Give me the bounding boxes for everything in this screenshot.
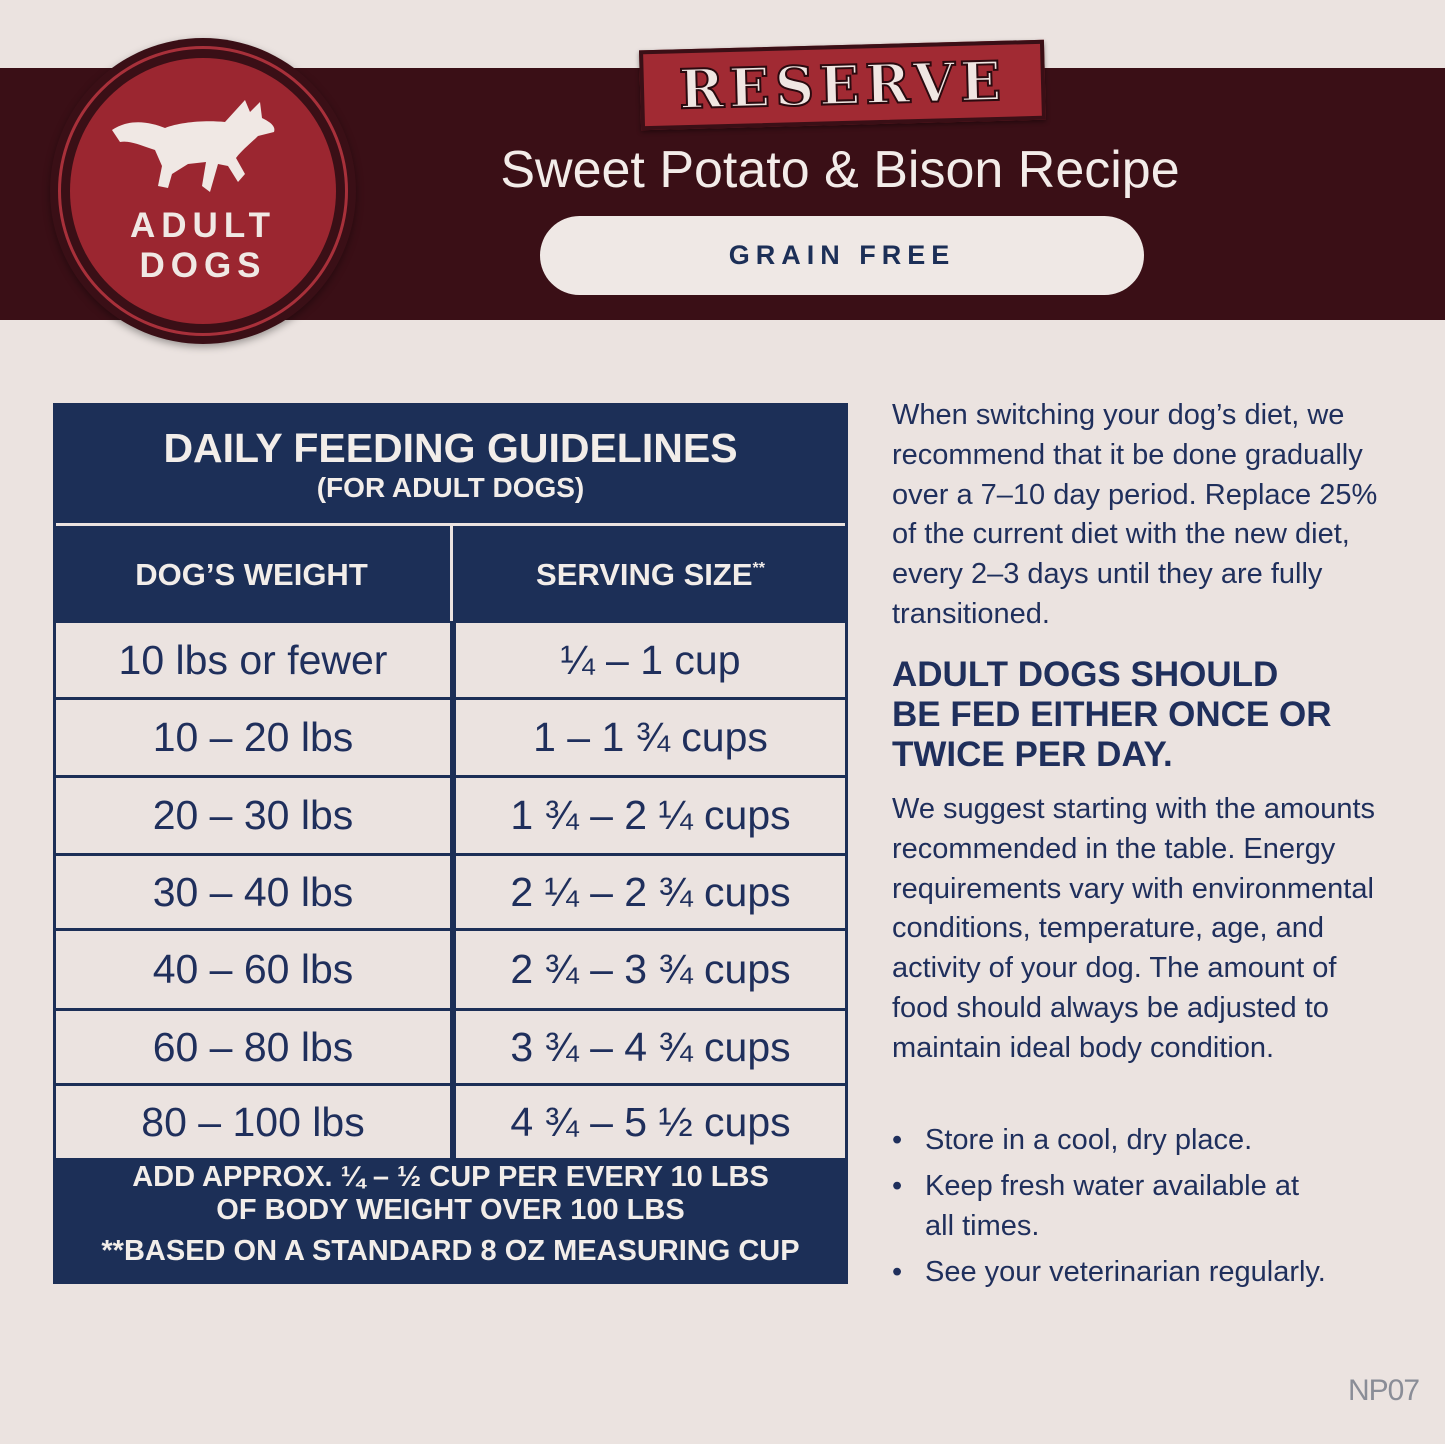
feeding-table: DAILY FEEDING GUIDELINES (FOR ADULT DOGS… [53,403,848,1284]
table-row: 40 – 60 lbs 2 ¾ – 3 ¾ cups [56,931,845,1008]
product-code: NP07 [1347,1374,1420,1407]
col-header-serving-label: SERVING SIZE [536,557,753,592]
header-divider [56,523,845,526]
badge-line2: DOGS [139,246,267,285]
footnote-mark: ** [752,560,765,577]
bullet-text: Store in a cool, dry place. [925,1124,1253,1156]
grain-free-pill: GRAIN FREE [540,216,1144,295]
table-row: 10 – 20 lbs 1 – 1 ¾ cups [56,700,845,775]
col-divider [450,526,453,621]
badge-line1: ADULT [130,206,276,245]
table-row: 80 – 100 lbs 4 ¾ – 5 ½ cups [56,1086,845,1158]
weight-cell: 60 – 80 lbs [56,1011,450,1083]
badge-inner [70,58,336,324]
weight-cell: 10 lbs or fewer [56,623,450,697]
weight-cell: 80 – 100 lbs [56,1086,450,1158]
adult-dogs-badge: ADULT DOGS [50,38,356,344]
bullet-text: See your veterinarian regularly. [925,1256,1326,1288]
table-row: 30 – 40 lbs 2 ¼ – 2 ¾ cups [56,856,845,928]
serving-cell: 4 ¾ – 5 ½ cups [456,1086,845,1158]
serving-cell: 2 ¼ – 2 ¾ cups [456,856,845,928]
table-row: 10 lbs or fewer ¼ – 1 cup [56,623,845,697]
serving-cell: ¼ – 1 cup [456,623,845,697]
recipe-title: Sweet Potato & Bison Recipe [500,141,1180,199]
bullet-text: Keep fresh water available at all times. [925,1170,1299,1242]
weight-cell: 10 – 20 lbs [56,700,450,775]
weight-cell: 20 – 30 lbs [56,778,450,853]
footer-line-1: ADD APPROX. ¼ – ½ CUP PER EVERY 10 LBS [132,1161,769,1193]
feeding-frequency-heading: ADULT DOGS SHOULD BE FED EITHER ONCE OR … [892,655,1332,775]
serving-cell: 1 ¾ – 2 ¼ cups [456,778,845,853]
footer-line-2: OF BODY WEIGHT OVER 100 LBS [216,1194,685,1226]
energy-paragraph: We suggest starting with the amounts rec… [892,793,1376,1064]
weight-cell: 40 – 60 lbs [56,931,450,1008]
table-footer: ADD APPROX. ¼ – ½ CUP PER EVERY 10 LBS O… [53,1161,848,1268]
serving-cell: 1 – 1 ¾ cups [456,700,845,775]
reserve-label: RESERVE [677,48,1008,123]
running-dog-icon [112,100,275,192]
col-header-weight: DOG’S WEIGHT [135,557,368,592]
weight-cell: 30 – 40 lbs [56,856,450,928]
serving-cell: 3 ¾ – 4 ¾ cups [456,1011,845,1083]
heading-text: ADULT DOGS SHOULD BE FED EITHER ONCE OR … [892,655,1332,774]
footer-line-3: **BASED ON A STANDARD 8 OZ MEASURING CUP [101,1235,800,1267]
transition-paragraph: When switching your dog’s diet, we recom… [892,399,1378,630]
reserve-banner: RESERVE [639,39,1046,131]
table-header: DAILY FEEDING GUIDELINES (FOR ADULT DOGS… [53,403,848,523]
table-row: 20 – 30 lbs 1 ¾ – 2 ¼ cups [56,778,845,853]
table-subtitle: (FOR ADULT DOGS) [316,472,585,503]
table-row: 60 – 80 lbs 3 ¾ – 4 ¾ cups [56,1011,845,1083]
table-title: DAILY FEEDING GUIDELINES [163,425,738,471]
serving-cell: 2 ¾ – 3 ¾ cups [456,931,845,1008]
col-header-serving: SERVING SIZE** [453,529,848,621]
badge-ring [58,46,348,336]
